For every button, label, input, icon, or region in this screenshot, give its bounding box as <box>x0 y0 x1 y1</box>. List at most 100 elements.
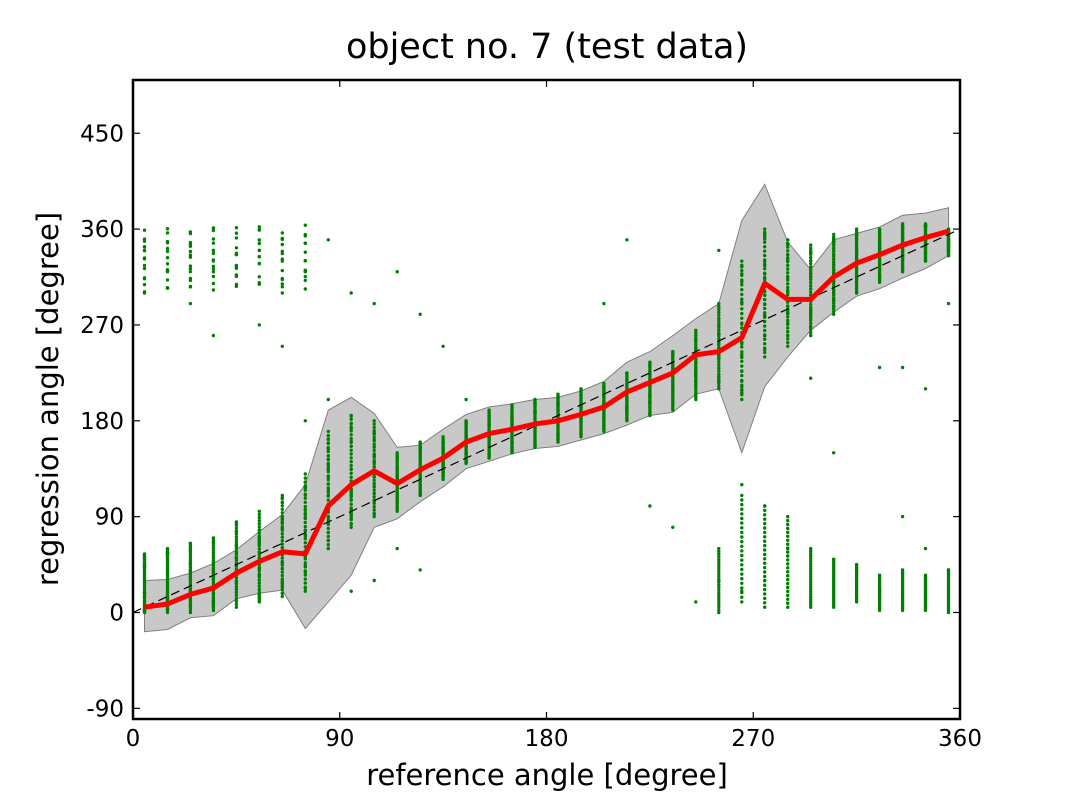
sample-point <box>349 414 353 418</box>
sample-point <box>372 478 376 482</box>
sample-point <box>165 227 170 231</box>
sample-point <box>740 553 744 558</box>
sample-point <box>717 566 721 570</box>
sample-point <box>326 437 330 441</box>
sample-point <box>786 290 790 295</box>
sample-point <box>763 561 767 565</box>
sample-point <box>234 590 239 594</box>
sample-point <box>786 558 790 562</box>
sample-point <box>832 243 836 247</box>
sample-point <box>717 569 721 573</box>
sample-point <box>188 231 193 236</box>
sample-point <box>900 568 905 572</box>
sample-point <box>763 342 767 346</box>
std-band-layer <box>144 183 949 633</box>
sample-point <box>326 530 330 535</box>
sample-point <box>809 574 813 579</box>
sample-point <box>349 417 353 421</box>
sample-point <box>234 587 239 591</box>
sample-point <box>602 424 606 428</box>
sample-point <box>786 601 790 605</box>
sample-point <box>280 282 284 286</box>
sample-point <box>832 262 836 267</box>
x-axis-ticks: 0 90 180 270 360 <box>126 80 982 752</box>
sample-point <box>165 578 170 582</box>
sample-point <box>717 360 721 365</box>
sample-point <box>372 465 376 469</box>
sample-point <box>211 581 216 585</box>
sample-point <box>809 307 813 312</box>
sample-point <box>809 287 813 291</box>
sample-point <box>211 577 216 581</box>
sample-point <box>211 267 216 271</box>
x-tick-label: 360 <box>938 726 982 752</box>
sample-point <box>280 579 284 583</box>
sample-point <box>832 260 836 264</box>
sample-point <box>717 571 721 576</box>
sample-point <box>786 249 790 253</box>
sample-point <box>165 286 170 290</box>
sample-point <box>257 587 261 592</box>
sample-point <box>188 608 193 612</box>
sample-point <box>786 566 790 570</box>
sample-point <box>900 231 905 236</box>
sample-point <box>877 232 882 236</box>
sample-point <box>234 526 239 530</box>
sample-point <box>923 573 928 577</box>
sample-point <box>303 507 307 511</box>
sample-point <box>786 315 790 319</box>
sample-point <box>648 504 652 508</box>
sample-point <box>786 518 790 523</box>
sample-point <box>786 258 790 262</box>
sample-point <box>809 587 813 591</box>
sample-point <box>487 436 491 441</box>
sample-point <box>280 566 284 571</box>
sample-point <box>809 595 813 599</box>
sample-point <box>786 304 790 308</box>
sample-point <box>877 261 882 266</box>
sample-point <box>257 542 261 546</box>
sample-point <box>349 460 353 464</box>
sample-point <box>280 591 284 596</box>
sample-point <box>349 422 353 426</box>
sample-point <box>257 547 261 551</box>
sample-point <box>280 517 284 521</box>
y-axis-label: regression angle [degree] <box>31 212 65 586</box>
sample-point <box>372 508 376 512</box>
sample-point <box>188 610 193 615</box>
sample-point <box>165 278 170 282</box>
sample-point <box>832 282 836 286</box>
sample-point <box>786 542 790 546</box>
sample-point <box>418 483 422 487</box>
sample-point <box>877 228 882 232</box>
sample-point <box>257 241 261 246</box>
sample-point <box>877 267 882 272</box>
sample-point <box>579 420 583 424</box>
sample-point <box>188 301 193 306</box>
sample-point <box>740 373 744 378</box>
sample-point <box>487 408 491 412</box>
sample-point <box>763 319 767 324</box>
sample-point <box>556 398 560 402</box>
sample-point <box>257 567 261 571</box>
y-tick-label: 360 <box>80 217 124 243</box>
sample-point <box>303 241 307 245</box>
sample-point <box>717 342 721 346</box>
sample-point <box>303 520 307 525</box>
sample-point <box>900 228 905 232</box>
sample-point <box>740 326 744 330</box>
sample-point <box>809 275 813 280</box>
sample-point <box>487 422 491 427</box>
sample-point <box>326 433 330 438</box>
sample-point <box>556 395 560 399</box>
sample-point <box>809 564 813 569</box>
sample-point <box>303 577 307 581</box>
sample-point <box>740 507 744 511</box>
sample-point <box>188 253 193 257</box>
sample-point <box>326 449 330 454</box>
sample-point <box>717 583 721 587</box>
sample-point <box>165 570 170 574</box>
sample-point <box>372 448 376 453</box>
sample-point <box>211 556 216 560</box>
sample-point <box>165 555 170 559</box>
